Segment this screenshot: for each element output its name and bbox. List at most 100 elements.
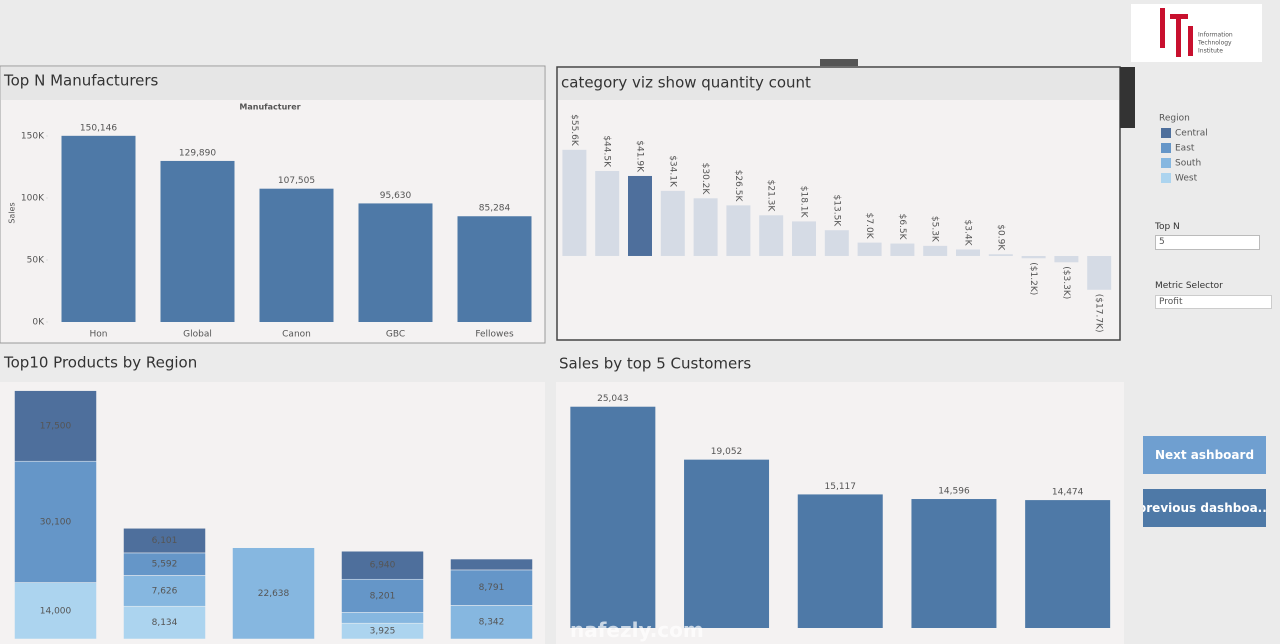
bar-segment (123, 528, 206, 554)
chart-title: category viz show quantity count (561, 74, 811, 92)
logo-box (1131, 4, 1262, 62)
legend-title: Region (1159, 114, 1190, 124)
value-label: 25,043 (597, 394, 629, 404)
metric-label: Metric Selector (1155, 281, 1223, 291)
x-axis-title: Manufacturer (239, 103, 300, 112)
bar (759, 215, 784, 256)
value-label: 85,284 (479, 204, 511, 214)
value-label: $30.2K (700, 163, 710, 196)
value-label: ($17.7K) (1094, 294, 1104, 333)
legend-label: West (1175, 174, 1198, 184)
top-n-input[interactable]: 5 (1155, 235, 1260, 250)
legend-label: South (1175, 159, 1201, 169)
value-label: 150,146 (80, 123, 117, 133)
bar (1021, 255, 1046, 259)
value-label: 14,474 (1052, 488, 1084, 498)
bar (693, 198, 718, 256)
y-tick-label: 50K (27, 256, 45, 266)
value-label: $5.3K (930, 216, 940, 243)
bar (792, 221, 816, 256)
panel-header (1, 67, 544, 100)
value-label: $0.9K (995, 224, 1005, 251)
value-label: $3.4K (963, 220, 973, 247)
value-label: 6,101 (152, 536, 178, 546)
bar (1054, 255, 1079, 263)
bar (595, 171, 620, 256)
value-label: 7,626 (152, 586, 178, 596)
x-tick-label: GBC (386, 330, 405, 340)
chart-title: Sales by top 5 Customers (559, 355, 751, 373)
bar (1025, 500, 1111, 628)
bar (988, 254, 1013, 256)
bar (628, 175, 652, 256)
bar-segment (14, 582, 97, 640)
y-tick-label: 0K (32, 318, 45, 328)
bar-segment (232, 547, 315, 640)
bar (160, 160, 235, 322)
value-label: 30,100 (40, 517, 72, 527)
bar-segment (450, 605, 533, 640)
value-label: $21.3K (766, 180, 776, 213)
bar (684, 459, 770, 628)
x-tick-label: Fellowes (475, 330, 514, 340)
legend-label: East (1175, 144, 1195, 154)
value-label: 15,117 (825, 482, 857, 492)
logo-mark (1176, 19, 1181, 57)
value-label: 95,630 (380, 191, 412, 201)
value-label: $6.5K (897, 214, 907, 241)
value-label: 14,596 (938, 487, 970, 497)
y-tick-label: 150K (21, 132, 45, 142)
bar (61, 135, 136, 322)
bar (824, 230, 849, 256)
value-label: $7.0K (864, 213, 874, 240)
value-label: $55.6K (569, 114, 579, 147)
bar (797, 494, 883, 628)
logo-text: Institute (1198, 48, 1223, 55)
handle (820, 59, 858, 66)
toolbar[interactable] (1120, 67, 1135, 128)
y-tick-label: 100K (21, 194, 45, 204)
value-label: $18.1K (799, 186, 809, 219)
bar-segment (341, 578, 424, 613)
value-label: $34.1K (667, 155, 677, 188)
bar-segment (14, 460, 97, 583)
value-label: 22,638 (258, 589, 290, 599)
bar-segment (123, 605, 206, 640)
metric-select[interactable]: Profit (1155, 295, 1272, 309)
bar (562, 149, 587, 256)
top-n-label: Top N (1155, 222, 1180, 232)
value-label: ($1.2K) (1028, 262, 1038, 295)
value-label: 129,890 (179, 148, 216, 158)
value-label: 8,791 (479, 583, 505, 593)
value-label: 8,342 (479, 618, 505, 628)
value-label: 5,592 (152, 560, 178, 570)
legend-swatch (1161, 143, 1171, 153)
legend-swatch (1161, 173, 1171, 183)
y-axis-title: Sales (8, 202, 17, 223)
watermark: nafezly.com (570, 618, 704, 642)
legend-label: Central (1175, 129, 1208, 139)
value-label: ($3.3K) (1061, 266, 1071, 299)
bar-segment (450, 558, 533, 571)
value-label: $41.9K (635, 140, 645, 173)
value-label: 3,925 (370, 627, 396, 637)
value-label: $13.5K (831, 195, 841, 228)
chart-title: Top10 Products by Region (3, 354, 197, 372)
panel (556, 66, 1121, 341)
bar-segment (341, 612, 424, 624)
x-tick-label: Global (183, 330, 212, 340)
bar (570, 406, 656, 628)
legend-swatch (1161, 128, 1171, 138)
logo-mark (1188, 26, 1193, 56)
bar-segment (450, 569, 533, 606)
x-tick-label: Canon (282, 330, 311, 340)
bar (660, 190, 685, 256)
logo-text: Information (1198, 32, 1233, 39)
next-button[interactable]: Next ashboard (1143, 436, 1266, 474)
previous-button[interactable]: previous dashboa... (1143, 489, 1266, 527)
value-label: 14,000 (40, 606, 72, 616)
value-label: $44.5K (602, 135, 612, 168)
bar (457, 216, 532, 322)
